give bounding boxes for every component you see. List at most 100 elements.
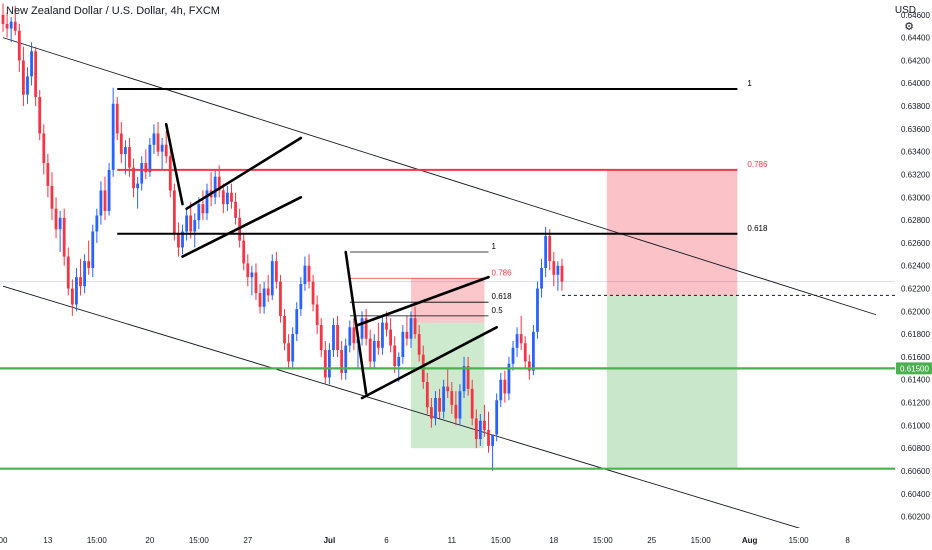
flag-0-lower — [181, 195, 303, 258]
candle-body — [17, 30, 21, 61]
candle-body — [87, 261, 91, 268]
candle-body — [495, 400, 499, 435]
candle-body — [177, 233, 180, 248]
y-tick-label: 0.63800 — [901, 102, 930, 111]
candle-body — [527, 361, 531, 371]
candle-body — [409, 318, 413, 339]
y-tick-label: 0.63200 — [901, 170, 930, 179]
candle-body — [9, 21, 13, 29]
fib-label-2: 0.618 — [747, 224, 768, 233]
price-axis-bg — [895, 0, 932, 550]
candle-body — [70, 288, 74, 305]
candle-body — [119, 133, 123, 154]
y-tick-label: 0.62400 — [901, 262, 930, 271]
candle-body — [34, 51, 38, 97]
y-tick-label: 0.63600 — [901, 125, 930, 134]
candle-body — [270, 261, 274, 296]
candle-body — [213, 176, 217, 198]
candle-body — [466, 366, 470, 389]
flag-1-lower — [360, 325, 498, 400]
candle-body — [262, 288, 266, 307]
candle-body — [181, 231, 184, 248]
x-tick-label: 15:00 — [87, 536, 108, 545]
candle-body — [156, 133, 160, 152]
flag-1-pole — [344, 250, 368, 395]
candle-body — [226, 192, 229, 205]
candle-body — [364, 318, 368, 339]
candle-body — [291, 334, 295, 362]
fib-label-0: 1 — [747, 79, 752, 88]
candle-body — [75, 277, 78, 305]
currency-label: USD — [894, 5, 916, 16]
candle-body — [511, 347, 515, 364]
candle-body — [26, 76, 29, 95]
candle-body — [160, 144, 164, 152]
candle-body — [560, 265, 564, 282]
candle-body — [401, 331, 405, 357]
candle-body — [295, 309, 299, 335]
candle-body — [303, 265, 307, 284]
candle-body — [1, 14, 5, 24]
candle-body — [201, 204, 205, 214]
y-tick-label: 0.64400 — [901, 34, 930, 43]
settings-icon[interactable]: ⚙ — [904, 21, 914, 33]
candle-body — [446, 386, 450, 392]
y-tick-label: 0.61800 — [901, 330, 930, 339]
candle-body — [417, 334, 421, 355]
candle-body — [368, 338, 372, 362]
candle-body — [323, 350, 327, 378]
candle-body — [66, 256, 70, 289]
x-tick-label: 00 — [0, 536, 8, 545]
candle-body — [258, 293, 262, 307]
flag-0-pole — [164, 123, 184, 206]
candle-body — [148, 144, 152, 173]
x-tick-label: 20 — [145, 536, 154, 545]
small-fib-label-0: 1 — [492, 242, 497, 251]
x-tick-label: 8 — [845, 536, 850, 545]
x-tick-label: 15:00 — [691, 536, 712, 545]
fib-label-1: 0.786 — [747, 160, 768, 169]
x-tick-label: 15:00 — [789, 536, 810, 545]
y-tick-label: 0.64600 — [901, 11, 930, 20]
y-tick-label: 0.62200 — [901, 285, 930, 294]
candle-body — [515, 334, 519, 348]
y-tick-label: 0.62600 — [901, 239, 930, 248]
candle-body — [397, 356, 401, 367]
price-tag — [896, 362, 932, 375]
candle-body — [124, 147, 127, 154]
time-axis-bg — [0, 528, 932, 550]
candle-body — [266, 288, 270, 296]
candle-body — [274, 261, 278, 282]
candle-body — [319, 325, 323, 351]
candle-body — [389, 329, 392, 346]
candle-body — [299, 283, 303, 310]
candle-body — [503, 379, 507, 394]
candle-body — [230, 192, 233, 202]
candle-body — [54, 208, 58, 230]
candle-body — [348, 327, 352, 346]
candle-body — [532, 331, 535, 371]
chart-title: New Zealand Dollar / U.S. Dollar, 4h, FX… — [6, 5, 220, 17]
x-tick-label: 6 — [384, 536, 389, 545]
candle-body — [115, 103, 119, 134]
candle-body — [283, 315, 286, 344]
y-tick-label: 0.64000 — [901, 79, 930, 88]
candle-body — [38, 96, 42, 134]
candle-body — [279, 281, 282, 316]
y-tick-label: 0.63000 — [901, 193, 930, 202]
candle-body — [385, 322, 388, 330]
y-tick-label: 0.60600 — [901, 467, 930, 476]
small-fib-label-2: 0.618 — [492, 292, 513, 301]
y-tick-label: 0.61400 — [901, 376, 930, 385]
candle-body — [164, 144, 168, 157]
candle-body — [344, 345, 348, 373]
candle-body — [234, 201, 237, 218]
candle-body — [95, 215, 99, 232]
candle-body — [413, 318, 417, 335]
short-target-zone — [606, 295, 738, 469]
x-tick-label: 25 — [647, 536, 656, 545]
candle-body — [103, 190, 107, 211]
candle-body — [152, 133, 156, 145]
